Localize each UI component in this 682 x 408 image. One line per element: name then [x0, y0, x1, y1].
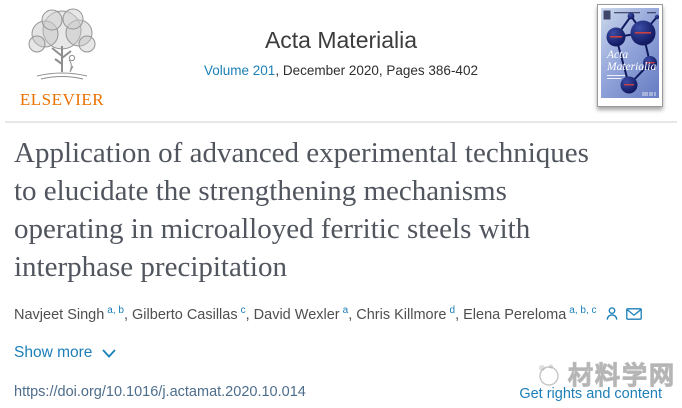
author-affiliation-sup: d	[449, 305, 456, 316]
author-separator: ,	[245, 306, 254, 323]
author-separator: ,	[348, 306, 357, 323]
volume-link[interactable]: Volume 201	[204, 63, 276, 78]
author-list: Navjeet Singh a, b, Gilberto Casillas c, D…	[14, 305, 597, 323]
svg-text:Acta: Acta	[606, 49, 628, 61]
rights-and-content-link[interactable]: Get rights and content	[519, 386, 662, 402]
article-title-line: to elucidate the strengthening mechanism…	[14, 175, 507, 207]
author-name[interactable]: Navjeet Singh	[14, 306, 105, 323]
elsevier-logo[interactable]: ELSEVIER	[16, 6, 108, 110]
svg-text:Materialia: Materialia	[606, 61, 656, 73]
author-affiliation-sup: a, b, c	[569, 305, 597, 316]
article-title-line: interphase precipitation	[14, 251, 287, 283]
author-line: Navjeet Singh a, b, Gilberto Casillas c, D…	[14, 305, 664, 323]
issue-date-pages: , December 2020, Pages 386-402	[275, 63, 478, 78]
journal-cover-art: Acta Materialia	[601, 8, 660, 98]
issue-info: Volume 201, December 2020, Pages 386-402	[120, 63, 562, 78]
journal-title-link[interactable]: Acta Materialia	[264, 27, 418, 53]
article-title: Application of advanced experimental tec…	[14, 134, 664, 286]
author-affiliation-sup: a, b	[107, 305, 124, 316]
journal-cover-thumbnail[interactable]: Acta Materialia	[597, 4, 663, 107]
header-divider	[5, 121, 677, 123]
author-name[interactable]: Gilberto Casillas	[132, 306, 238, 323]
show-more-label: Show more	[14, 344, 93, 361]
journal-heading: Acta Materialia Volume 201, December 202…	[120, 27, 562, 78]
chevron-down-icon	[102, 348, 117, 358]
author-name[interactable]: Elena Pereloma	[463, 306, 567, 323]
author-name[interactable]: Chris Killmore	[356, 306, 447, 323]
author-separator: ,	[455, 306, 464, 323]
doi-link[interactable]: https://doi.org/10.1016/j.actamat.2020.1…	[14, 384, 306, 400]
elsevier-tree-icon	[28, 8, 96, 80]
author-separator: ,	[123, 306, 133, 323]
author-profile-icon[interactable]	[605, 306, 619, 321]
email-envelope-icon[interactable]	[625, 308, 642, 320]
article-title-line: operating in microalloyed ferritic steel…	[14, 213, 531, 245]
author-icons	[605, 306, 642, 321]
show-more-button[interactable]: Show more	[14, 344, 117, 362]
watermark-logo-icon	[538, 363, 559, 386]
author-affiliation-sup: a	[342, 305, 349, 316]
elsevier-wordmark: ELSEVIER	[19, 90, 105, 109]
article-title-line: Application of advanced experimental tec…	[14, 137, 589, 169]
author-affiliation-sup: c	[240, 305, 246, 316]
author-name[interactable]: David Wexler	[253, 306, 340, 323]
